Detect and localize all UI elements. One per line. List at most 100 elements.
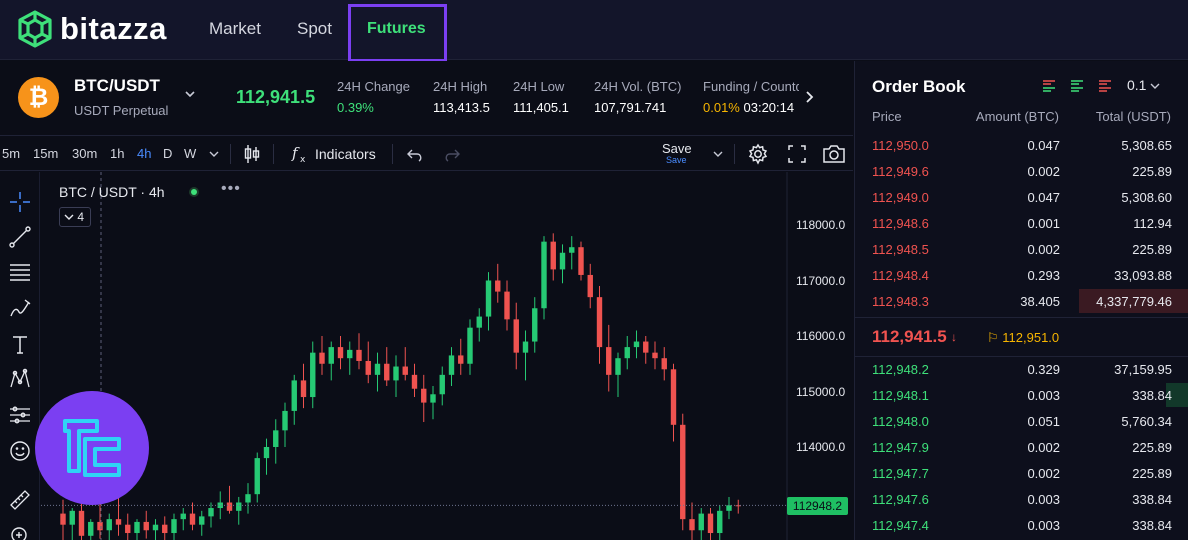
y-axis-tick-label: 114000.0 bbox=[796, 440, 846, 454]
timeframe-w[interactable]: W bbox=[184, 146, 197, 161]
toolbar-divider bbox=[273, 144, 274, 164]
save-button[interactable]: Save bbox=[662, 141, 692, 156]
candle bbox=[282, 402, 288, 447]
ask-order-row[interactable]: 112,950.0 0.047 5,308.65 bbox=[855, 132, 1188, 158]
candle bbox=[180, 508, 186, 531]
chevron-down-icon bbox=[1150, 83, 1160, 89]
order-amount: 0.002 bbox=[1027, 440, 1060, 455]
candle bbox=[189, 502, 196, 531]
orderbook-bids-view-icon[interactable] bbox=[1069, 78, 1085, 94]
bid-order-row[interactable]: 112,948.0 0.051 5,760.34 bbox=[855, 408, 1188, 434]
candle-body bbox=[69, 510, 75, 525]
orderbook-asks-view-icon[interactable] bbox=[1097, 78, 1113, 94]
ruler-icon[interactable] bbox=[8, 488, 32, 512]
depth-bar bbox=[1079, 289, 1188, 313]
candle bbox=[467, 319, 473, 375]
timeframe-4h[interactable]: 4h bbox=[137, 146, 152, 161]
tradingfinder-logo-icon bbox=[35, 391, 149, 505]
indicator-legend-toggle[interactable]: 4 bbox=[59, 207, 91, 227]
bid-order-row[interactable]: 112,948.2 0.329 37,159.95 bbox=[855, 356, 1188, 382]
order-book-spread: 112,941.5 ↓ ⚐ 112,951.0 bbox=[855, 317, 1188, 357]
ask-order-row[interactable]: 112,948.5 0.002 225.89 bbox=[855, 236, 1188, 262]
gear-icon[interactable] bbox=[747, 143, 769, 165]
candle-body bbox=[180, 513, 186, 520]
candle-body bbox=[522, 341, 529, 353]
timeframe-d[interactable]: D bbox=[163, 146, 173, 161]
ask-order-row[interactable]: 112,948.4 0.293 33,093.88 bbox=[855, 262, 1188, 288]
ask-order-row[interactable]: 112,949.0 0.047 5,308.60 bbox=[855, 184, 1188, 210]
text-tool-icon[interactable] bbox=[8, 332, 32, 356]
stat-24h-high: 24H High 113,413.5 bbox=[433, 79, 490, 115]
candle bbox=[328, 341, 334, 381]
ask-order-row[interactable]: 112,948.6 0.001 112.94 bbox=[855, 210, 1188, 236]
chevron-right-icon[interactable] bbox=[804, 89, 816, 105]
timeframe-15m[interactable]: 15m bbox=[33, 146, 59, 161]
nav-link-futures[interactable]: Futures bbox=[348, 4, 447, 62]
zoom-in-icon[interactable] bbox=[8, 524, 32, 540]
bid-order-row[interactable]: 112,948.1 0.003 338.84 bbox=[855, 382, 1188, 408]
candle bbox=[550, 233, 556, 281]
drawing-tools-sidebar bbox=[0, 172, 40, 540]
nav-link-market[interactable]: Market bbox=[209, 19, 261, 38]
candle bbox=[522, 330, 529, 381]
candle-body bbox=[402, 366, 408, 375]
order-price: 112,947.7 bbox=[872, 466, 929, 481]
funding-rate: 0.01% bbox=[703, 100, 740, 115]
candle-body bbox=[226, 502, 233, 511]
brush-icon[interactable] bbox=[8, 296, 32, 320]
column-header-price: Price bbox=[872, 109, 902, 124]
arrow-down-icon: ↓ bbox=[951, 330, 957, 344]
undo-icon[interactable] bbox=[406, 143, 424, 165]
indicators-button[interactable]: Indicators bbox=[315, 146, 376, 162]
timeframe-30m[interactable]: 30m bbox=[72, 146, 98, 161]
price-precision-select[interactable]: 0.1 bbox=[1127, 77, 1160, 93]
trading-pair[interactable]: BTC/USDT bbox=[74, 76, 160, 95]
bid-order-row[interactable]: 112,947.4 0.003 338.84 bbox=[855, 512, 1188, 538]
candle-body bbox=[421, 388, 427, 403]
orderbook-both-view-icon[interactable] bbox=[1041, 78, 1057, 94]
brand-logo[interactable]: bitazza bbox=[16, 9, 167, 49]
nav-link-spot[interactable]: Spot bbox=[297, 19, 332, 38]
stat-label: 24H Low bbox=[513, 79, 565, 94]
candle-body bbox=[319, 352, 325, 364]
fib-lines-icon[interactable] bbox=[8, 260, 32, 284]
timeframe-5m[interactable]: 5m bbox=[2, 146, 21, 161]
chevron-down-icon[interactable] bbox=[184, 89, 196, 99]
bid-order-row[interactable]: 112,947.7 0.002 225.89 bbox=[855, 460, 1188, 486]
function-fx-icon[interactable]: f x bbox=[290, 143, 312, 165]
trend-line-icon[interactable] bbox=[8, 225, 32, 249]
bid-order-row[interactable]: 112,947.9 0.002 225.89 bbox=[855, 434, 1188, 460]
price-chart[interactable] bbox=[41, 172, 853, 540]
bid-order-row[interactable]: 112,947.6 0.003 338.84 bbox=[855, 486, 1188, 512]
fullscreen-icon[interactable] bbox=[787, 143, 807, 165]
candle-body bbox=[365, 360, 371, 375]
chevron-down-icon[interactable] bbox=[209, 150, 219, 158]
ask-order-row[interactable]: 112,948.3 38.405 4,337,779.46 bbox=[855, 288, 1188, 314]
candle bbox=[411, 363, 418, 398]
timeframe-1h[interactable]: 1h bbox=[110, 146, 125, 161]
candlestick-type-icon[interactable] bbox=[243, 143, 261, 165]
candle bbox=[680, 413, 686, 531]
camera-icon[interactable] bbox=[822, 143, 846, 165]
redo-icon[interactable] bbox=[443, 143, 461, 165]
candle-body bbox=[171, 519, 177, 534]
chevron-down-icon[interactable] bbox=[713, 150, 723, 158]
stat-funding: Funding / Countdown 0.01% 03:20:14 bbox=[703, 79, 799, 115]
candle-body bbox=[282, 410, 288, 431]
candle bbox=[504, 280, 510, 331]
y-axis-tick-label: 116000.0 bbox=[796, 329, 846, 343]
candle bbox=[615, 352, 621, 398]
emoji-icon[interactable] bbox=[8, 439, 32, 463]
y-axis-tick-label: 117000.0 bbox=[796, 274, 846, 288]
candle-body bbox=[300, 380, 307, 398]
pattern-tool-icon[interactable] bbox=[8, 367, 32, 391]
candle-body bbox=[78, 510, 85, 536]
crosshair-icon[interactable] bbox=[8, 190, 32, 214]
candle-body bbox=[689, 519, 695, 531]
chart-toolbar: 5m 15m 30m 1h 4h D W f x Indicators Save… bbox=[0, 137, 853, 171]
order-price: 112,947.9 bbox=[872, 440, 929, 455]
candle-body bbox=[347, 349, 353, 359]
forecast-tool-icon[interactable] bbox=[8, 403, 32, 427]
ask-order-row[interactable]: 112,949.6 0.002 225.89 bbox=[855, 158, 1188, 184]
more-options-icon[interactable]: ••• bbox=[221, 180, 241, 197]
